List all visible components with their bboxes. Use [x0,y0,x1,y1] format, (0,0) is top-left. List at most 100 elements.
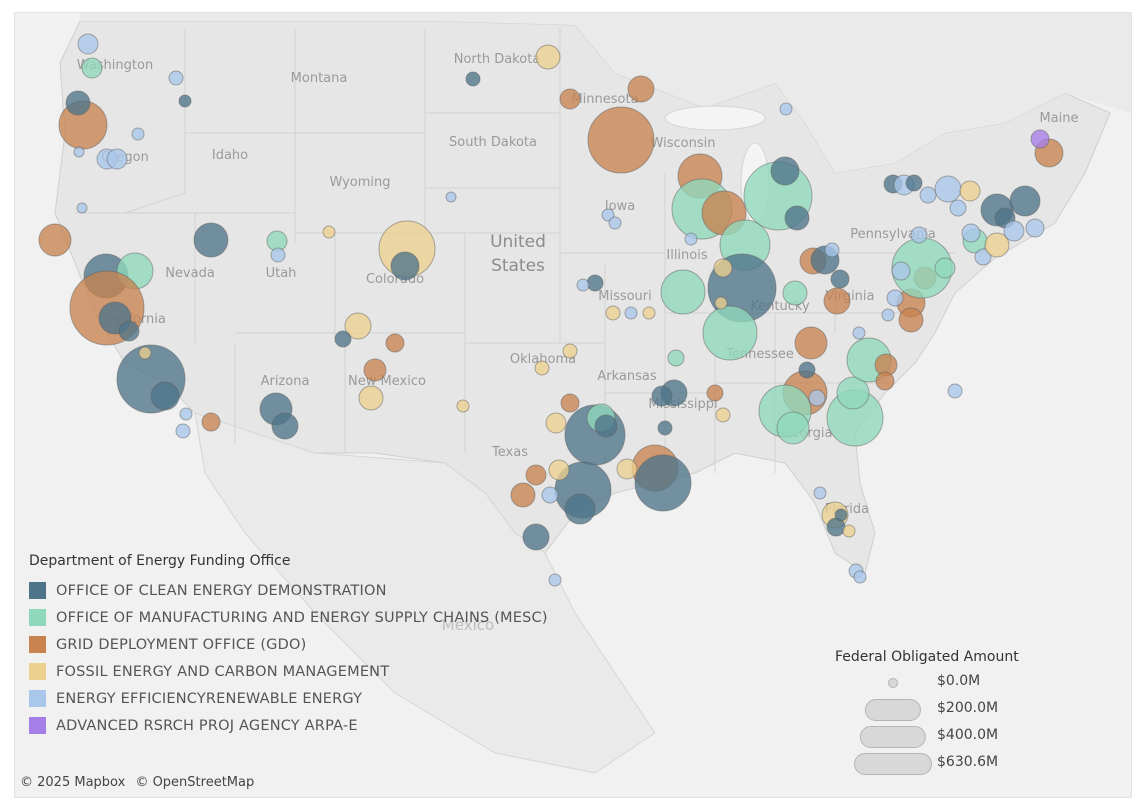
funding-circle[interactable] [193,222,229,258]
funding-circle[interactable] [798,361,816,379]
funding-circle[interactable] [905,174,923,192]
funding-circle[interactable] [344,312,372,340]
funding-circle[interactable] [624,306,638,320]
funding-circle[interactable] [813,486,827,500]
funding-circle[interactable] [627,75,655,103]
funding-circle[interactable] [545,412,567,434]
osm-attribution[interactable]: © OpenStreetMap [135,775,255,790]
funding-circle[interactable] [984,232,1010,258]
funding-circle[interactable] [959,180,981,202]
funding-circle[interactable] [168,70,184,86]
funding-circles[interactable] [38,33,1064,587]
funding-circle[interactable] [535,44,561,70]
funding-circle[interactable] [358,385,384,411]
funding-circle[interactable] [651,385,673,407]
funding-circle[interactable] [667,349,685,367]
funding-circle[interactable] [81,57,103,79]
funding-circle[interactable] [175,423,191,439]
funding-circle[interactable] [118,320,140,342]
funding-circle[interactable] [179,407,193,421]
funding-circle[interactable] [776,411,810,445]
funding-circle[interactable] [642,306,656,320]
funding-circle[interactable] [559,88,581,110]
funding-circle[interactable] [541,486,559,504]
legend-item[interactable]: OFFICE OF MANUFACTURING AND ENERGY SUPPL… [29,604,548,631]
funding-circle[interactable] [548,459,570,481]
funding-circle[interactable] [834,508,848,522]
legend-item[interactable]: ADVANCED RSRCH PROJ AGENCY ARPA-E [29,712,548,739]
funding-circle[interactable] [270,247,286,263]
funding-circle[interactable] [608,216,622,230]
funding-circle[interactable] [564,493,596,525]
funding-circle[interactable] [853,570,867,584]
funding-circle[interactable] [808,389,826,407]
funding-circle[interactable] [522,523,550,551]
funding-circle[interactable] [178,94,192,108]
funding-circle[interactable] [713,258,733,278]
funding-circle[interactable] [390,251,420,281]
funding-circle[interactable] [934,175,962,203]
funding-circle[interactable] [456,399,470,413]
legend-item[interactable]: ENERGY EFFICIENCYRENEWABLE ENERGY [29,685,548,712]
legend-item[interactable]: OFFICE OF CLEAN ENERGY DEMONSTRATION [29,577,548,604]
funding-circle[interactable] [875,371,895,391]
funding-circle[interactable] [852,326,866,340]
funding-circle[interactable] [77,33,99,55]
funding-circle[interactable] [1025,218,1045,238]
funding-circle[interactable] [714,296,728,310]
funding-circle[interactable] [138,346,152,360]
funding-circle[interactable] [594,414,618,438]
funding-circle[interactable] [657,420,673,436]
funding-circle[interactable] [949,199,967,217]
funding-circle[interactable] [886,289,904,307]
funding-circle[interactable] [363,358,387,382]
funding-circle[interactable] [715,407,731,423]
funding-circle[interactable] [445,191,457,203]
funding-circle[interactable] [910,226,928,244]
funding-circle[interactable] [830,269,850,289]
funding-circle[interactable] [65,90,91,116]
legend-item[interactable]: FOSSIL ENERGY AND CARBON MANAGEMENT [29,658,548,685]
funding-circle[interactable] [634,454,692,512]
legend-item[interactable]: GRID DEPLOYMENT OFFICE (GDO) [29,631,548,658]
funding-circle[interactable] [334,330,352,348]
funding-circle[interactable] [836,376,870,410]
funding-circle[interactable] [794,326,828,360]
funding-circle[interactable] [684,232,698,246]
funding-circle[interactable] [770,156,800,186]
funding-circle[interactable] [779,102,793,116]
funding-circle[interactable] [898,307,924,333]
funding-circle[interactable] [548,573,562,587]
funding-circle[interactable] [385,333,405,353]
funding-circle[interactable] [1009,185,1041,217]
funding-circle[interactable] [974,248,992,266]
funding-circle[interactable] [73,146,85,158]
funding-circle[interactable] [934,257,956,279]
funding-circle[interactable] [919,186,937,204]
funding-circle[interactable] [1030,129,1050,149]
funding-circle[interactable] [706,384,724,402]
funding-circle[interactable] [784,205,810,231]
funding-circle[interactable] [322,225,336,239]
funding-circle[interactable] [586,274,604,292]
funding-circle[interactable] [1003,220,1025,242]
funding-circle[interactable] [842,524,856,538]
funding-circle[interactable] [587,106,655,174]
funding-circle[interactable] [131,127,145,141]
funding-circle[interactable] [562,343,578,359]
funding-circle[interactable] [465,71,481,87]
funding-circle[interactable] [891,261,911,281]
funding-circle[interactable] [782,280,808,306]
funding-circle[interactable] [38,223,72,257]
mapbox-attribution[interactable]: © 2025 Mapbox [20,775,126,790]
funding-circle[interactable] [576,278,590,292]
funding-circle[interactable] [881,308,895,322]
funding-circle[interactable] [660,269,706,315]
funding-circle[interactable] [616,458,638,480]
funding-circle[interactable] [823,287,851,315]
funding-circle[interactable] [106,148,128,170]
funding-circle[interactable] [525,464,547,486]
funding-circle[interactable] [510,482,536,508]
